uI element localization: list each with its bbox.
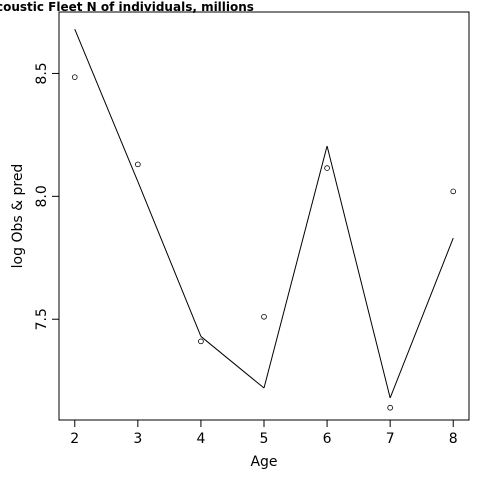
x-tick-label: 3 [133, 431, 142, 447]
y-axis: 7.5 8.0 8.5 [34, 62, 60, 330]
x-tick-label: 6 [323, 431, 332, 447]
predicted-line-segment [263, 145, 328, 389]
y-tick-label: 7.5 [34, 308, 50, 330]
plot-frame [58, 11, 470, 421]
observed-point [324, 165, 330, 171]
y-tick-label: 8.5 [34, 62, 50, 84]
predicted-series [74, 29, 454, 399]
predicted-line-segment [326, 145, 391, 399]
observed-point [135, 161, 141, 168]
predicted-line-segment [137, 181, 202, 337]
y-tick-label: 8.0 [34, 185, 50, 207]
observed-point [198, 338, 204, 345]
observed-point [71, 74, 78, 80]
chart-title: coustic Fleet N of individuals, millions [0, 0, 254, 14]
x-tick-label: 8 [449, 431, 458, 447]
predicted-line-segment [74, 29, 139, 182]
x-tick-label: 2 [70, 431, 79, 447]
predicted-line-segment [389, 237, 454, 399]
x-axis: 2 3 4 5 6 7 8 [70, 419, 458, 447]
observed-point [387, 404, 393, 411]
x-tick-label: 5 [260, 431, 269, 447]
observed-point [261, 313, 267, 320]
x-tick-label: 7 [386, 431, 395, 447]
x-axis-label: Age [250, 454, 277, 470]
predicted-line-segment [200, 336, 265, 389]
observed-series [71, 74, 457, 411]
observed-point [450, 188, 457, 195]
y-axis-label: log Obs & pred [10, 164, 26, 269]
x-tick-label: 4 [196, 431, 205, 447]
